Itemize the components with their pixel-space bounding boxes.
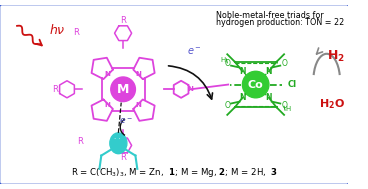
Text: N: N bbox=[188, 86, 194, 92]
Text: O: O bbox=[224, 101, 230, 110]
Text: $e^-$: $e^-$ bbox=[119, 117, 133, 126]
Text: R: R bbox=[52, 85, 58, 94]
Circle shape bbox=[111, 77, 135, 102]
Text: N: N bbox=[266, 67, 272, 76]
Text: Co: Co bbox=[248, 80, 263, 90]
Text: N: N bbox=[105, 102, 111, 108]
Text: R = C(CH$_3$)$_3$, M = Zn,  $\mathbf{1}$; M = Mg, $\mathbf{2}$; M = 2H,  $\mathb: R = C(CH$_3$)$_3$, M = Zn, $\mathbf{1}$;… bbox=[71, 166, 278, 179]
Text: $\mathbf{H_2O}$: $\mathbf{H_2O}$ bbox=[319, 98, 345, 111]
Text: N: N bbox=[135, 71, 141, 77]
Text: H: H bbox=[221, 57, 226, 63]
Text: R: R bbox=[120, 153, 126, 162]
Text: N: N bbox=[266, 93, 272, 102]
Circle shape bbox=[243, 71, 269, 98]
Text: M: M bbox=[117, 83, 129, 96]
Text: N: N bbox=[135, 102, 141, 108]
Text: O: O bbox=[281, 59, 287, 68]
FancyBboxPatch shape bbox=[0, 4, 350, 185]
Ellipse shape bbox=[110, 133, 127, 154]
Text: O: O bbox=[224, 59, 230, 68]
Text: Cl: Cl bbox=[288, 80, 297, 89]
Text: hydrogen production: TON = 22: hydrogen production: TON = 22 bbox=[216, 18, 344, 27]
Text: Noble-metal-free triads for: Noble-metal-free triads for bbox=[216, 11, 323, 20]
Text: O: O bbox=[281, 101, 287, 110]
Text: R: R bbox=[73, 28, 79, 37]
Text: $h\nu$: $h\nu$ bbox=[49, 23, 66, 37]
Text: N: N bbox=[114, 138, 122, 147]
Text: N: N bbox=[239, 67, 246, 76]
Text: N: N bbox=[239, 93, 246, 102]
Text: $e^-$: $e^-$ bbox=[187, 46, 202, 57]
Text: R: R bbox=[78, 137, 84, 146]
Text: ⋯: ⋯ bbox=[113, 136, 120, 142]
Text: R: R bbox=[120, 16, 126, 25]
Text: $\mathbf{H_2}$: $\mathbf{H_2}$ bbox=[327, 49, 345, 64]
Text: H: H bbox=[285, 106, 290, 112]
Text: N: N bbox=[105, 71, 111, 77]
